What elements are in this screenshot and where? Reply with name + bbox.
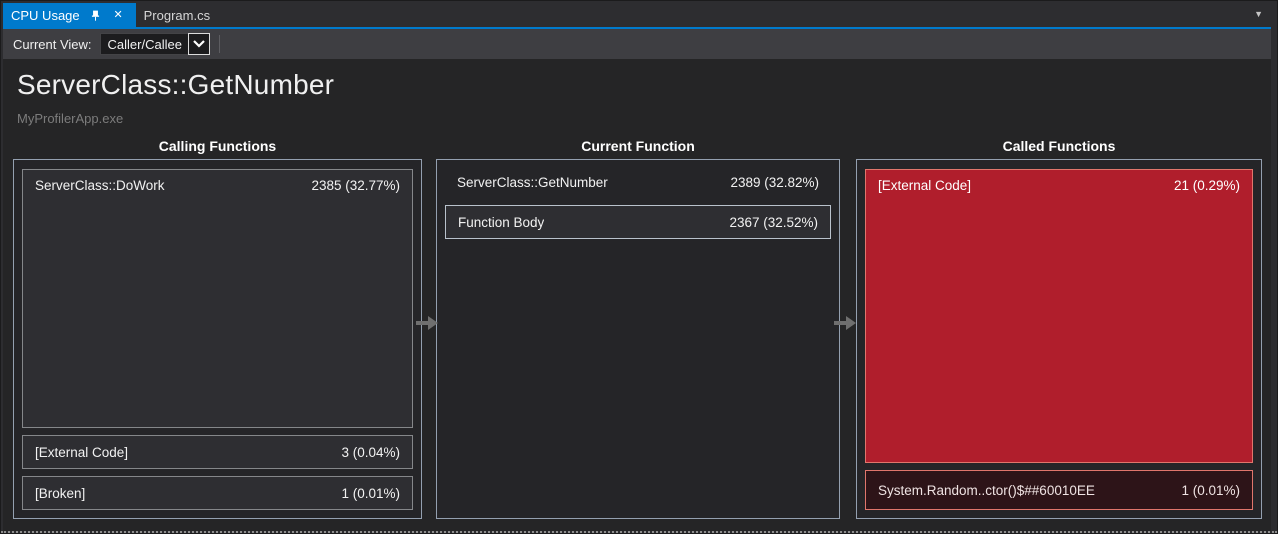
sample-count: 2385 (32.77%) [311,178,400,193]
caller-callee-view: ServerClass::GetNumber MyProfilerApp.exe… [3,59,1271,531]
active-tab-underline [3,27,1271,29]
view-selector-dropdown[interactable]: Caller/Callee [99,33,210,55]
toolbar-separator [218,35,220,53]
close-icon[interactable]: ✕ [113,8,123,21]
module-name: MyProfilerApp.exe [17,111,124,126]
function-name: [Broken] [35,485,86,501]
function-name: [External Code] [878,178,972,193]
current-function-panel: ServerClass::GetNumber 2389 (32.82%) Fun… [436,159,840,519]
tab-program-cs[interactable]: Program.cs [136,3,220,27]
function-name: ServerClass::DoWork [35,178,165,193]
current-view-label: Current View: [13,36,92,52]
sample-count: 3 (0.04%) [341,444,400,460]
callee-box-system-random-ctor[interactable]: System.Random..ctor()$##60010EE 1 (0.01%… [865,470,1253,510]
called-functions-header: Called Functions [1002,138,1116,154]
tab-cpu-usage[interactable]: CPU Usage ✕ [3,3,136,27]
sample-count: 1 (0.01%) [1181,482,1240,498]
sample-count: 2389 (32.82%) [730,175,819,190]
document-tab-bar: CPU Usage ✕ Program.cs [3,3,1271,27]
caller-box-broken[interactable]: [Broken] 1 (0.01%) [22,476,413,510]
tab-overflow-chevron-icon[interactable]: ▼ [1254,9,1263,19]
calling-functions-header: Calling Functions [158,138,277,154]
function-name: ServerClass::GetNumber [457,175,608,190]
sample-count: 2367 (32.52%) [729,214,818,230]
function-body-box[interactable]: Function Body 2367 (32.52%) [445,205,831,239]
function-name: System.Random..ctor()$##60010EE [878,482,1095,498]
page-title: ServerClass::GetNumber [17,69,335,100]
current-function-row[interactable]: ServerClass::GetNumber 2389 (32.82%) [445,169,831,198]
tab-label: CPU Usage [11,7,80,23]
tab-label: Program.cs [143,7,211,23]
function-name: Function Body [458,214,545,230]
calling-functions-panel: ServerClass::DoWork 2385 (32.77%) [Exter… [13,159,422,519]
flow-arrow-icon [416,315,438,331]
pin-icon[interactable] [88,8,103,23]
profiler-toolbar: Current View: Caller/Callee [3,29,1271,59]
bottom-dotted-edge [1,531,1277,533]
sample-count: 1 (0.01%) [341,485,400,501]
called-functions-panel: [External Code] 21 (0.29%) System.Random… [856,159,1262,519]
sample-count: 21 (0.29%) [1173,178,1240,193]
flow-arrow-icon [834,315,856,331]
chevron-down-icon[interactable] [187,33,210,55]
callee-box-external-code[interactable]: [External Code] 21 (0.29%) [865,169,1253,463]
caller-box-serverclass-dowork[interactable]: ServerClass::DoWork 2385 (32.77%) [22,169,413,428]
caller-box-external-code[interactable]: [External Code] 3 (0.04%) [22,435,413,469]
current-function-header: Current Function [581,138,695,154]
view-selector-value: Caller/Callee [107,36,182,52]
function-name: [External Code] [35,444,129,460]
